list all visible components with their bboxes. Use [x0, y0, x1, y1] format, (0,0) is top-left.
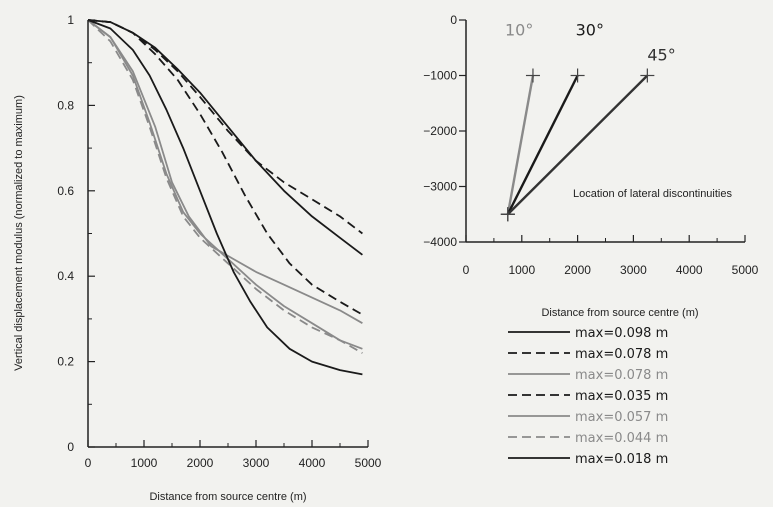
main-chart: 0 1000 2000 3000 4000 5000 0 0.2 0.4 0.6 0.8 1 Dis…: [13, 13, 382, 503]
main-series-line-6: [87, 19, 363, 354]
inset-x-axis-label: Distance from source centre (m): [541, 307, 698, 319]
main-y-tick-label: 0.8: [57, 98, 74, 112]
main-y-axis-label: Vertical displacement modulus (normalize…: [13, 95, 25, 371]
legend-label: max=0.035 m: [575, 389, 668, 404]
main-y-ticks: 0 0.2 0.4 0.6 0.8 1: [57, 13, 95, 454]
main-y-tick-label: 0.4: [57, 269, 74, 283]
inset-x-tick-label: 1000: [508, 263, 535, 277]
legend-label: max=0.057 m: [575, 410, 668, 425]
main-series-line-1: [87, 19, 363, 256]
inset-y-tick-label: −2000: [423, 124, 457, 138]
inset-annotation: Location of lateral discontinuities: [573, 188, 732, 200]
inset-line-1: [506, 75, 535, 215]
inset-angle-label: 45°: [647, 46, 675, 65]
inset-y-tick-label: −3000: [423, 180, 457, 194]
inset-y-tick-label: −1000: [423, 69, 457, 83]
inset-series-group: 10° 30° 45°: [500, 21, 676, 222]
main-x-tick-label: 0: [85, 456, 92, 470]
inset-y-tick-label: 0: [450, 13, 457, 27]
main-series-line-4: [87, 19, 363, 316]
legend-label: max=0.078 m: [575, 368, 668, 383]
legend-label: max=0.018 m: [575, 452, 668, 467]
inset-chart: 0 1000 2000 3000 4000 5000 0 −1000 −2000 −3000 −4…: [423, 13, 758, 319]
main-series-line-2: [87, 19, 363, 235]
main-x-tick-label: 4000: [299, 456, 326, 470]
legend-label: max=0.098 m: [575, 326, 668, 341]
main-x-tick-label: 1000: [131, 456, 158, 470]
inset-angle-label: 30°: [576, 21, 604, 40]
main-x-tick-label: 3000: [243, 456, 270, 470]
inset-y-tick-label: −4000: [423, 235, 457, 249]
legend-label: max=0.044 m: [575, 431, 668, 446]
main-y-tick-label: 0: [67, 440, 74, 454]
inset-line-3: [507, 74, 649, 216]
main-series-line-3: [87, 19, 363, 324]
inset-y-ticks: 0 −1000 −2000 −3000 −4000: [423, 13, 466, 249]
inset-x-tick-label: 3000: [620, 263, 647, 277]
inset-x-ticks: 0 1000 2000 3000 4000 5000: [463, 235, 759, 277]
inset-x-tick-label: 2000: [564, 263, 591, 277]
main-series-line-7: [87, 19, 363, 376]
inset-x-tick-label: 4000: [676, 263, 703, 277]
main-series-line-5: [87, 19, 363, 350]
inset-line-2: [506, 74, 579, 215]
main-x-axis-label: Distance from source centre (m): [149, 491, 306, 503]
inset-x-tick-label: 0: [463, 263, 470, 277]
inset-x-tick-label: 5000: [732, 263, 759, 277]
main-y-tick-label: 0.6: [57, 184, 74, 198]
main-y-tick-label: 1: [67, 13, 74, 27]
main-y-tick-label: 0.2: [57, 355, 74, 369]
inset-angle-label: 10°: [505, 21, 533, 40]
main-x-ticks: 0 1000 2000 3000 4000 5000: [85, 440, 382, 470]
main-x-tick-label: 5000: [355, 456, 382, 470]
main-series-group: [87, 19, 363, 376]
legend: max=0.098 m max=0.078 m max=0.078 m max=0.0…: [508, 326, 668, 467]
main-x-tick-label: 2000: [187, 456, 214, 470]
legend-label: max=0.078 m: [575, 347, 668, 362]
